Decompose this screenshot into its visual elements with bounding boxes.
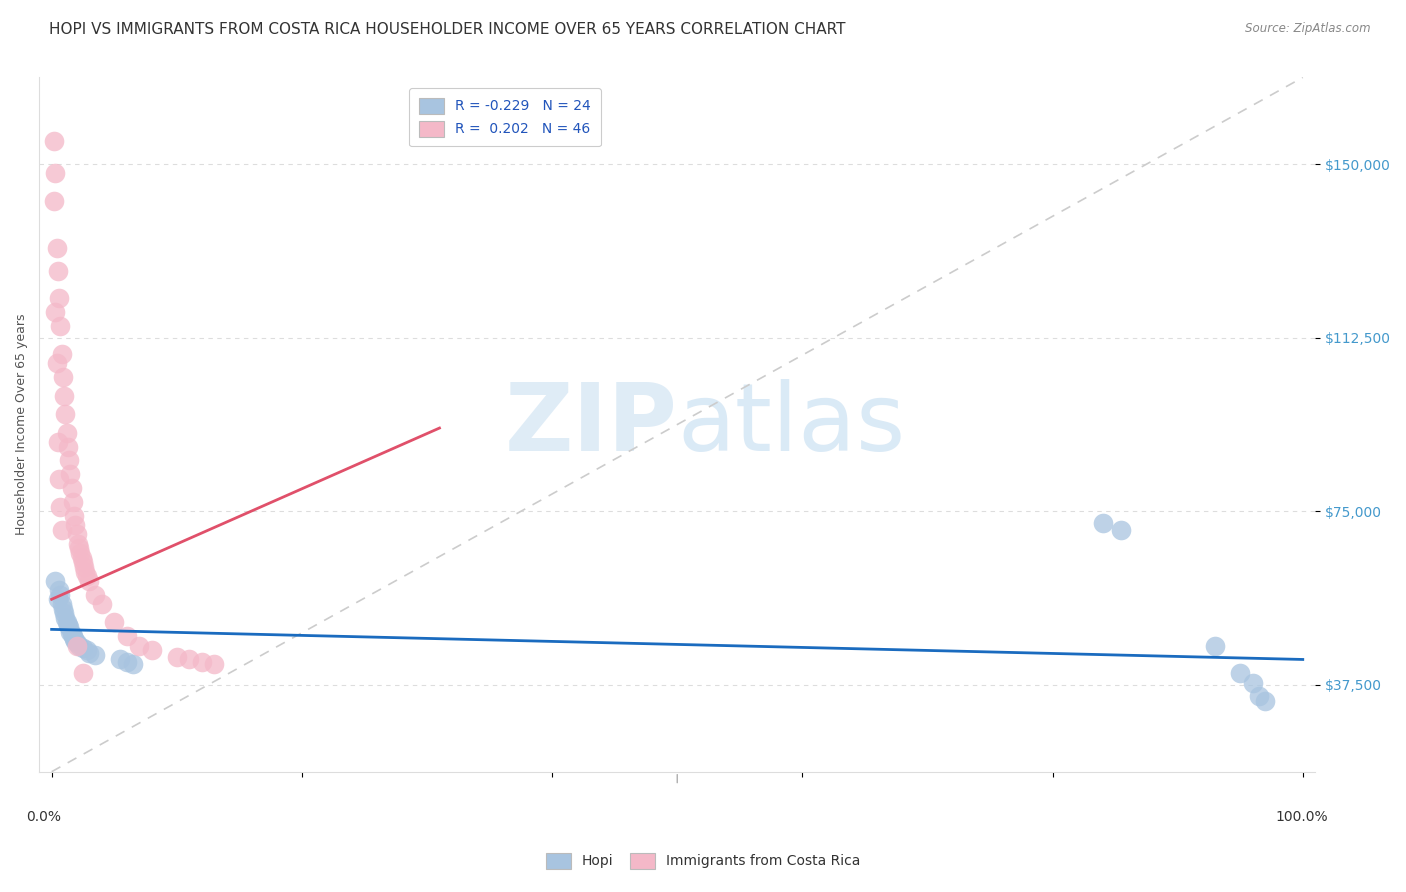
Point	[62, 629, 84, 643]
Point	[48, 472, 70, 486]
Point	[45, 356, 67, 370]
Point	[1204, 639, 1226, 653]
Point	[72, 555, 94, 569]
Point	[202, 657, 225, 671]
Point	[90, 597, 112, 611]
Point	[69, 546, 91, 560]
Point	[103, 615, 125, 630]
Point	[45, 241, 67, 255]
Point	[66, 636, 89, 650]
Point	[53, 389, 76, 403]
Point	[66, 639, 89, 653]
Point	[49, 588, 72, 602]
Point	[1111, 523, 1133, 537]
Text: atlas: atlas	[678, 378, 905, 471]
Point	[1241, 675, 1264, 690]
Point	[110, 652, 132, 666]
Point	[49, 500, 72, 514]
Point	[51, 597, 73, 611]
Point	[128, 639, 150, 653]
Point	[67, 541, 90, 556]
Point	[72, 666, 94, 681]
Point	[42, 134, 65, 148]
Point	[53, 606, 76, 620]
Point	[1254, 694, 1277, 708]
Text: Source: ZipAtlas.com: Source: ZipAtlas.com	[1246, 22, 1371, 36]
Point	[55, 407, 77, 421]
Point	[44, 305, 66, 319]
Point	[115, 655, 138, 669]
Text: ZIP: ZIP	[505, 378, 678, 471]
Point	[55, 611, 77, 625]
Text: 0.0%: 0.0%	[27, 810, 62, 824]
Point	[63, 508, 86, 523]
Point	[122, 657, 145, 671]
Point	[60, 481, 83, 495]
Point	[65, 634, 87, 648]
Point	[66, 527, 89, 541]
Point	[55, 615, 77, 630]
Point	[179, 652, 201, 666]
Point	[1229, 666, 1251, 681]
Point	[73, 560, 96, 574]
Point	[166, 650, 188, 665]
Point	[56, 440, 79, 454]
Point	[72, 640, 94, 655]
Legend: Hopi, Immigrants from Costa Rica: Hopi, Immigrants from Costa Rica	[540, 847, 866, 874]
Point	[44, 166, 66, 180]
Point	[46, 434, 69, 449]
Point	[75, 565, 97, 579]
Point	[76, 569, 98, 583]
Point	[77, 646, 100, 660]
Point	[51, 523, 73, 537]
Point	[70, 550, 93, 565]
Point	[63, 632, 86, 646]
Point	[76, 643, 98, 657]
Point	[58, 453, 80, 467]
Point	[84, 648, 107, 662]
Point	[46, 263, 69, 277]
Point	[51, 347, 73, 361]
Point	[52, 601, 75, 615]
Legend: R = -0.229   N = 24, R =  0.202   N = 46: R = -0.229 N = 24, R = 0.202 N = 46	[409, 87, 600, 146]
Point	[190, 655, 212, 669]
Point	[44, 574, 66, 588]
Point	[56, 617, 79, 632]
Point	[67, 639, 90, 653]
Point	[141, 643, 163, 657]
Point	[58, 620, 80, 634]
Point	[66, 537, 89, 551]
Point	[77, 574, 100, 588]
Point	[42, 194, 65, 209]
Point	[59, 624, 82, 639]
Point	[48, 582, 70, 597]
Point	[52, 370, 75, 384]
Point	[48, 292, 70, 306]
Point	[46, 592, 69, 607]
Point	[84, 588, 107, 602]
Point	[55, 425, 77, 440]
Point	[60, 627, 83, 641]
Point	[59, 467, 82, 482]
Text: 100.0%: 100.0%	[1275, 810, 1329, 824]
Point	[49, 319, 72, 334]
Point	[115, 629, 138, 643]
Point	[1247, 690, 1270, 704]
Point	[1091, 516, 1114, 530]
Point	[65, 518, 87, 533]
Y-axis label: Householder Income Over 65 years: Householder Income Over 65 years	[15, 314, 28, 535]
Point	[62, 495, 84, 509]
Text: HOPI VS IMMIGRANTS FROM COSTA RICA HOUSEHOLDER INCOME OVER 65 YEARS CORRELATION : HOPI VS IMMIGRANTS FROM COSTA RICA HOUSE…	[49, 22, 846, 37]
